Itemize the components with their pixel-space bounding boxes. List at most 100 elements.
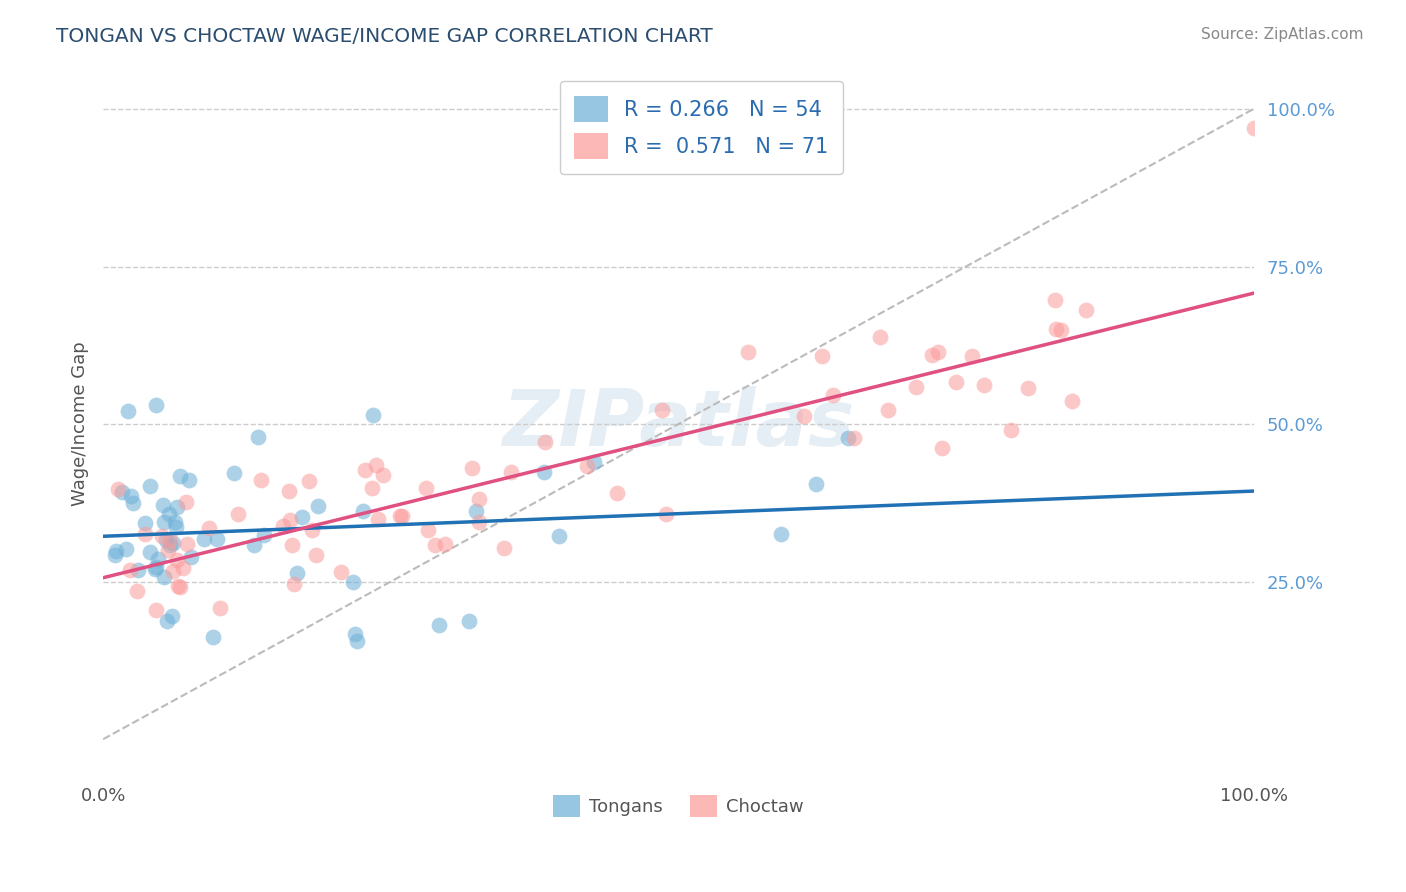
Point bbox=[499, 465, 522, 479]
Point bbox=[153, 515, 176, 529]
Point bbox=[145, 398, 167, 412]
Point bbox=[278, 483, 301, 498]
Point bbox=[105, 543, 128, 558]
Point bbox=[226, 508, 249, 522]
Point bbox=[166, 579, 188, 593]
Point bbox=[973, 378, 995, 392]
Point bbox=[152, 498, 174, 512]
Point bbox=[423, 538, 446, 552]
Point bbox=[278, 513, 301, 527]
Point bbox=[169, 580, 191, 594]
Point bbox=[177, 473, 200, 487]
Point bbox=[467, 491, 489, 506]
Point bbox=[737, 344, 759, 359]
Point bbox=[361, 408, 384, 422]
Point bbox=[156, 615, 179, 629]
Point bbox=[1060, 393, 1083, 408]
Point bbox=[222, 467, 245, 481]
Point bbox=[115, 541, 138, 556]
Point bbox=[533, 465, 555, 479]
Text: TONGAN VS CHOCTAW WAGE/INCOME GAP CORRELATION CHART: TONGAN VS CHOCTAW WAGE/INCOME GAP CORREL… bbox=[56, 27, 713, 45]
Point bbox=[367, 512, 389, 526]
Point bbox=[159, 533, 181, 547]
Point bbox=[416, 523, 439, 537]
Point bbox=[373, 467, 395, 482]
Point bbox=[1045, 293, 1067, 308]
Point bbox=[582, 455, 605, 469]
Point bbox=[156, 543, 179, 558]
Point bbox=[344, 627, 367, 641]
Point bbox=[176, 536, 198, 550]
Point bbox=[877, 403, 900, 417]
Point bbox=[250, 474, 273, 488]
Point bbox=[793, 409, 815, 423]
Point bbox=[811, 349, 834, 363]
Point bbox=[821, 388, 844, 402]
Point bbox=[165, 520, 187, 534]
Point bbox=[361, 481, 384, 495]
Point bbox=[253, 528, 276, 542]
Text: Source: ZipAtlas.com: Source: ZipAtlas.com bbox=[1201, 27, 1364, 42]
Point bbox=[159, 538, 181, 552]
Point bbox=[169, 469, 191, 483]
Point bbox=[291, 509, 314, 524]
Point bbox=[494, 541, 516, 555]
Point bbox=[346, 634, 368, 648]
Point bbox=[143, 562, 166, 576]
Point bbox=[117, 404, 139, 418]
Point bbox=[389, 508, 412, 523]
Point bbox=[208, 600, 231, 615]
Point bbox=[606, 486, 628, 500]
Point bbox=[342, 575, 364, 590]
Point bbox=[837, 431, 859, 445]
Point bbox=[127, 563, 149, 577]
Point bbox=[461, 461, 484, 475]
Point bbox=[533, 435, 555, 450]
Point bbox=[921, 348, 943, 362]
Point bbox=[243, 537, 266, 551]
Point bbox=[138, 479, 160, 493]
Point bbox=[160, 609, 183, 624]
Text: ZIPatlas: ZIPatlas bbox=[502, 386, 855, 462]
Point bbox=[176, 495, 198, 509]
Point bbox=[120, 489, 142, 503]
Point bbox=[162, 536, 184, 550]
Point bbox=[246, 430, 269, 444]
Point bbox=[163, 516, 186, 530]
Point bbox=[148, 552, 170, 566]
Point bbox=[305, 548, 328, 562]
Point bbox=[134, 526, 156, 541]
Point bbox=[1017, 381, 1039, 395]
Point bbox=[301, 523, 323, 537]
Point bbox=[283, 577, 305, 591]
Point bbox=[869, 329, 891, 343]
Point bbox=[931, 442, 953, 456]
Point bbox=[201, 630, 224, 644]
Point bbox=[125, 584, 148, 599]
Point bbox=[197, 521, 219, 535]
Point bbox=[153, 570, 176, 584]
Point bbox=[434, 537, 457, 551]
Point bbox=[172, 560, 194, 574]
Point bbox=[145, 560, 167, 574]
Point bbox=[271, 519, 294, 533]
Point bbox=[770, 527, 793, 541]
Point bbox=[927, 345, 949, 359]
Point bbox=[298, 475, 321, 489]
Point bbox=[166, 553, 188, 567]
Point bbox=[207, 532, 229, 546]
Point bbox=[354, 463, 377, 477]
Point bbox=[842, 431, 865, 445]
Point bbox=[134, 516, 156, 530]
Point bbox=[465, 504, 488, 518]
Point bbox=[139, 545, 162, 559]
Point bbox=[121, 496, 143, 510]
Point bbox=[107, 482, 129, 496]
Point bbox=[654, 507, 676, 521]
Y-axis label: Wage/Income Gap: Wage/Income Gap bbox=[72, 342, 89, 507]
Point bbox=[155, 533, 177, 548]
Point bbox=[180, 549, 202, 564]
Point bbox=[281, 538, 304, 552]
Point bbox=[415, 481, 437, 495]
Point bbox=[166, 500, 188, 515]
